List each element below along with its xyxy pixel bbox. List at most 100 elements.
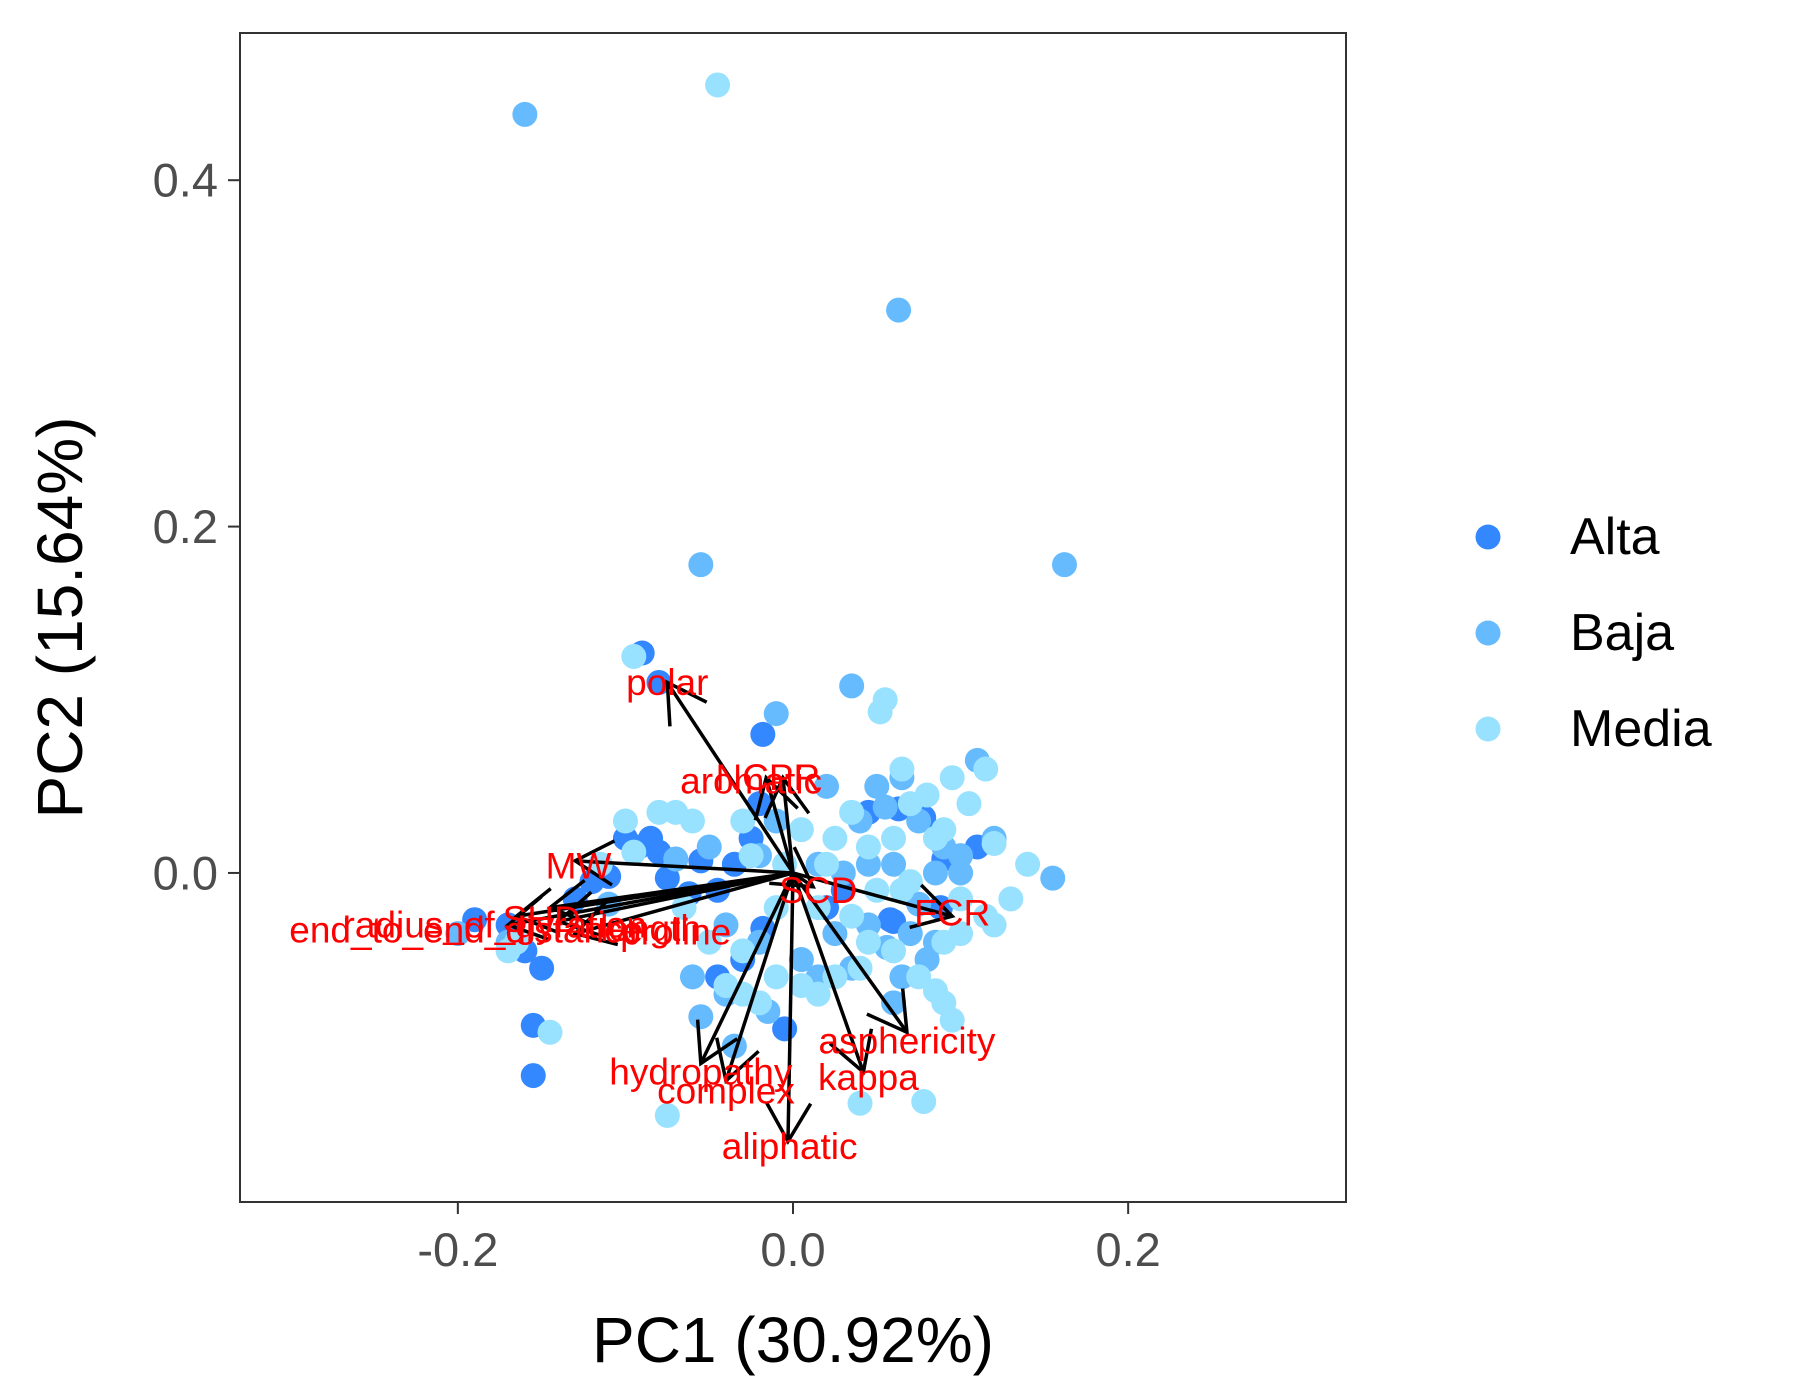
arrow-head bbox=[765, 1102, 813, 1145]
legend-key bbox=[1475, 716, 1501, 742]
data-point bbox=[730, 808, 756, 834]
data-point bbox=[948, 886, 974, 912]
y-axis-title: PC2 (15.64%) bbox=[24, 417, 96, 819]
data-point bbox=[688, 552, 714, 578]
arrow-head bbox=[504, 895, 551, 942]
loading-label: SHD bbox=[503, 899, 581, 940]
arrow-shaft bbox=[574, 871, 794, 936]
loading-label: radius_of_gyration bbox=[343, 904, 647, 945]
x-tick-label: -0.2 bbox=[417, 1223, 498, 1276]
data-point bbox=[839, 799, 865, 825]
loading-label: SCD bbox=[779, 870, 857, 911]
data-point bbox=[881, 938, 907, 964]
arrow-shaft bbox=[724, 872, 795, 1082]
data-point bbox=[881, 990, 907, 1016]
series-media bbox=[495, 72, 1041, 1128]
data-point bbox=[814, 773, 840, 799]
arrow-shaft bbox=[792, 871, 953, 918]
legend-key bbox=[1475, 620, 1501, 646]
data-point bbox=[679, 964, 705, 990]
legend-item-baja: Baja bbox=[1475, 604, 1674, 662]
points-layer bbox=[445, 72, 1077, 1128]
legend: Alta Baja Media bbox=[1475, 508, 1712, 758]
data-point bbox=[881, 851, 907, 877]
data-point bbox=[948, 860, 974, 886]
data-point bbox=[839, 673, 865, 699]
legend-key bbox=[1475, 524, 1501, 550]
arrow-head bbox=[769, 846, 816, 889]
loading-arrow-NCPR bbox=[763, 774, 811, 874]
data-point bbox=[688, 1004, 714, 1030]
data-point bbox=[847, 1090, 873, 1116]
data-point bbox=[646, 799, 672, 825]
axes-layer: -0.2 0.0 0.2 0.0 0.2 0.4 bbox=[153, 154, 1161, 1276]
data-point bbox=[730, 938, 756, 964]
loading-label: kappa bbox=[818, 1057, 919, 1098]
arrow-shaft bbox=[549, 871, 794, 910]
data-point bbox=[973, 756, 999, 782]
loading-label: aliphatic bbox=[722, 1126, 858, 1167]
data-point bbox=[750, 721, 776, 747]
data-point bbox=[621, 643, 647, 669]
data-point bbox=[495, 938, 521, 964]
data-point bbox=[612, 808, 638, 834]
data-point bbox=[696, 834, 722, 860]
data-point bbox=[462, 907, 488, 933]
data-point bbox=[1015, 851, 1041, 877]
data-point bbox=[939, 1007, 965, 1033]
y-tick-label: 0.4 bbox=[153, 154, 218, 207]
loading-arrow-complex bbox=[715, 872, 795, 1085]
y-tick-label: 0.0 bbox=[153, 846, 218, 899]
arrow-shaft bbox=[699, 872, 795, 1065]
loading-label: polar bbox=[626, 662, 708, 703]
data-point bbox=[897, 869, 923, 895]
data-point bbox=[814, 851, 840, 877]
data-point bbox=[922, 860, 948, 886]
loading-arrow-aromatic bbox=[753, 774, 799, 874]
legend-item-alta: Alta bbox=[1475, 508, 1660, 566]
arrow-head bbox=[695, 1019, 739, 1067]
arrow-shaft bbox=[558, 871, 794, 924]
arrow-shaft bbox=[791, 872, 866, 1073]
data-point bbox=[621, 839, 647, 865]
data-point bbox=[906, 964, 932, 990]
data-point bbox=[705, 72, 731, 98]
data-point bbox=[1051, 552, 1077, 578]
arrow-shaft bbox=[665, 681, 795, 874]
data-point bbox=[713, 912, 739, 938]
data-point bbox=[763, 701, 789, 727]
arrow-head bbox=[571, 900, 619, 947]
data-point bbox=[981, 831, 1007, 857]
loading-label: length bbox=[600, 908, 701, 949]
data-point bbox=[931, 929, 957, 955]
arrow-head bbox=[763, 774, 811, 819]
legend-label: Baja bbox=[1570, 604, 1674, 662]
data-point bbox=[886, 297, 912, 323]
data-point bbox=[822, 825, 848, 851]
legend-label: Alta bbox=[1570, 508, 1660, 566]
loading-label: complex bbox=[657, 1071, 795, 1112]
y-tick-label: 0.2 bbox=[153, 500, 218, 553]
data-point bbox=[445, 921, 471, 947]
data-point bbox=[738, 843, 764, 869]
data-point bbox=[855, 834, 881, 860]
data-point bbox=[897, 791, 923, 817]
data-point bbox=[956, 791, 982, 817]
data-point bbox=[911, 1089, 937, 1115]
data-point bbox=[939, 765, 965, 791]
loading-arrow-proline bbox=[571, 871, 794, 947]
x-tick-label: 0.0 bbox=[760, 1223, 825, 1276]
data-point bbox=[889, 756, 915, 782]
data-point bbox=[1040, 865, 1066, 891]
data-point bbox=[529, 955, 555, 981]
data-point bbox=[788, 947, 814, 973]
arrow-head bbox=[866, 988, 909, 1036]
loading-label: hydropathy bbox=[609, 1052, 793, 1093]
legend-label: Media bbox=[1570, 700, 1712, 758]
data-point bbox=[654, 1102, 680, 1128]
data-point bbox=[872, 794, 898, 820]
legend-item-media: Media bbox=[1475, 700, 1712, 758]
data-point bbox=[922, 825, 948, 851]
